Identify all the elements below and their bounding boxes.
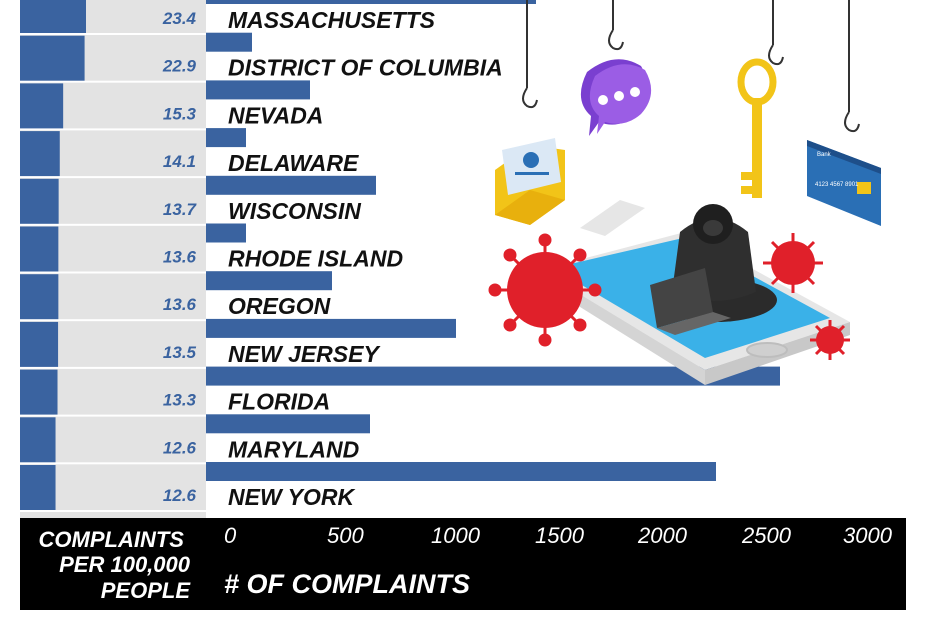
- x-tick-label: 500: [327, 523, 364, 548]
- rate-label: 13.3: [163, 391, 197, 410]
- rate-bar: [20, 226, 59, 273]
- credit-card-icon: Bank 4123 4567 8901: [807, 140, 881, 226]
- rate-labels: 23.4 22.9 15.3 14.1 13.7 13.6 13.6 13.5 13.3 12.6…: [162, 9, 198, 505]
- rate-label: 13.7: [163, 200, 198, 219]
- count-bar: [206, 414, 370, 434]
- state-label: DELAWARE: [228, 150, 359, 176]
- envelope-icon: [495, 138, 565, 225]
- phishing-illustration: Bank 4123 4567 8901: [488, 0, 881, 385]
- state-label: MARYLAND: [228, 436, 359, 462]
- left-axis-title-line-3: PEOPLE: [101, 578, 192, 603]
- chat-bubble-icon: [580, 59, 652, 137]
- left-axis-title-line-1: COMPLAINTS: [39, 527, 185, 552]
- x-tick-label: 2500: [741, 523, 792, 548]
- state-label: DISTRICT OF COLUMBIA: [228, 55, 503, 81]
- fishing-hooks: [522, 0, 860, 133]
- rate-bar: [20, 274, 59, 321]
- rate-bar: [20, 321, 59, 368]
- left-axis-title-line-2: PER 100,000: [59, 552, 191, 577]
- count-bar: [206, 271, 332, 291]
- row-separator: [20, 223, 206, 226]
- rate-label: 12.6: [163, 486, 197, 505]
- rate-label: 23.4: [162, 9, 197, 28]
- svg-text:Bank: Bank: [817, 152, 832, 158]
- count-bar: [206, 318, 456, 338]
- count-bar: [206, 223, 246, 243]
- svg-text:4123 4567 8901: 4123 4567 8901: [815, 182, 859, 188]
- x-tick-label: 3000: [843, 523, 893, 548]
- rate-label: 14.1: [163, 152, 196, 171]
- row-separator: [20, 510, 206, 512]
- complaint-count-bars: [206, 0, 780, 481]
- row-separator: [20, 319, 206, 322]
- x-tick-label: 2000: [637, 523, 688, 548]
- count-bar: [206, 32, 252, 52]
- rate-label: 22.9: [162, 57, 197, 76]
- row-separator: [20, 33, 206, 35]
- x-tick-label: 1500: [535, 523, 585, 548]
- count-bar: [206, 80, 310, 100]
- rate-bar: [20, 131, 60, 178]
- rate-label: 12.6: [163, 438, 197, 457]
- rate-bar: [20, 465, 56, 511]
- footer-band: [20, 518, 906, 610]
- virus-icon: [488, 233, 850, 360]
- row-separator: [20, 128, 206, 131]
- rate-label: 13.6: [163, 248, 197, 267]
- rate-bar: [20, 0, 86, 34]
- row-separator: [20, 366, 206, 369]
- count-bar: [206, 0, 536, 4]
- rate-bar: [20, 369, 58, 416]
- hacker-figure-icon: [650, 204, 777, 335]
- x-axis-label: # OF COMPLAINTS: [224, 569, 470, 599]
- state-label: NEW YORK: [228, 484, 355, 510]
- rate-bar: [20, 417, 56, 464]
- row-separator: [20, 271, 206, 274]
- x-tick-label: 0: [224, 523, 237, 548]
- rate-bar: [20, 35, 85, 82]
- x-tick-label: 1000: [431, 523, 481, 548]
- state-label: RHODE ISLAND: [228, 246, 403, 272]
- row-separator: [20, 462, 206, 465]
- rate-bar: [20, 83, 64, 130]
- count-bar: [206, 175, 376, 195]
- count-bar: [206, 462, 716, 481]
- x-axis-ticks: 0 500 1000 1500 2000 2500 3000: [224, 523, 893, 548]
- row-separator: [20, 80, 206, 83]
- state-labels: MASSACHUSETTS DISTRICT OF COLUMBIA NEVADA D…: [228, 7, 503, 510]
- state-label: NEVADA: [228, 102, 323, 128]
- rate-label: 13.5: [163, 343, 197, 362]
- state-label: MASSACHUSETTS: [228, 7, 436, 33]
- row-separator: [20, 176, 206, 179]
- rate-label: 15.3: [163, 104, 197, 123]
- rate-bar: [20, 178, 59, 225]
- count-bar: [206, 128, 246, 148]
- rate-bars: [20, 0, 206, 512]
- key-icon: [737, 58, 777, 198]
- state-label: FLORIDA: [228, 389, 330, 415]
- rate-label: 13.6: [163, 295, 197, 314]
- count-bar: [206, 366, 780, 386]
- state-label: WISCONSIN: [228, 198, 361, 224]
- state-label: OREGON: [228, 293, 331, 319]
- row-separator: [20, 414, 206, 417]
- state-label: NEW JERSEY: [228, 341, 381, 367]
